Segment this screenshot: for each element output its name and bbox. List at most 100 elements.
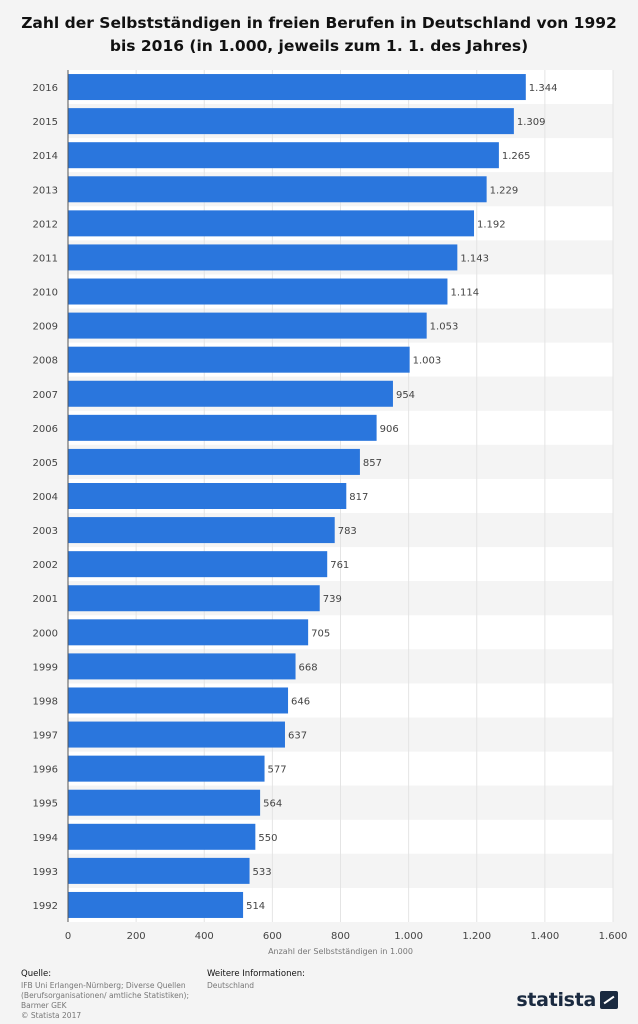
value-label: 1.344 [529,83,558,94]
bar [68,448,360,475]
category-label: 2000 [33,628,58,639]
value-label: 637 [288,731,307,742]
category-label: 1992 [33,901,58,912]
value-labels: 1.344 1.309 1.265 1.229 1.192 1.143 1.114 1.053… [246,83,557,912]
brand-name: statista [516,989,596,1011]
value-label: 1.265 [502,151,531,162]
bar [68,687,289,714]
x-tick-label: 400 [195,931,214,942]
value-label: 817 [349,492,368,503]
x-tick-label: 600 [263,931,282,942]
x-axis-title: Anzahl der Selbstständigen in 1.000 [268,947,413,956]
value-label: 857 [363,458,382,469]
value-label: 1.309 [517,117,546,128]
value-label: 533 [253,867,272,878]
category-labels: 2016 2015 2014 2013 2012 2011 2010 2009 2008 2007… [33,83,58,912]
value-label: 1.114 [450,288,479,299]
bar [68,483,347,509]
category-label: 2009 [33,322,58,333]
category-label: 1996 [33,765,58,776]
x-axis-ticks: 0 200 400 600 800 1.000 1.200 1.400 1.600 [65,931,628,942]
value-label: 564 [263,799,282,810]
value-label: 668 [299,662,318,673]
value-label: 646 [291,696,310,707]
value-label: 783 [338,526,357,537]
category-label: 2014 [33,151,58,162]
bars [68,74,526,918]
info-heading: Weitere Informationen: [207,969,305,979]
value-label: 1.192 [477,219,506,230]
bar [68,789,261,816]
bar [68,823,256,850]
statista-logo-icon [600,991,618,1009]
bar [68,74,526,101]
category-label: 2002 [33,560,58,571]
source-line: (Berufsorganisationen/ amtliche Statisti… [21,991,189,1000]
bar [68,585,320,612]
value-label: 954 [396,390,415,401]
category-label: 2003 [33,526,58,537]
bar [68,551,328,578]
category-label: 2013 [33,185,58,196]
x-tick-label: 1.200 [462,931,491,942]
category-label: 2001 [33,594,58,605]
value-label: 1.229 [490,185,519,196]
bar [68,244,458,271]
bar [68,210,475,237]
category-label: 2016 [33,83,58,94]
category-label: 2005 [33,458,58,469]
value-label: 739 [323,594,342,605]
category-label: 1998 [33,696,58,707]
source-line: Barmer GEK [21,1001,67,1010]
x-tick-label: 1.600 [599,931,628,942]
bar [68,891,244,918]
bar [68,755,265,782]
bar [68,653,296,680]
bar [68,414,377,441]
value-label: 1.143 [460,253,489,264]
bar [68,380,393,407]
x-tick-label: 1.000 [394,931,423,942]
category-label: 1994 [33,833,58,844]
value-label: 1.003 [413,356,442,367]
bar [68,312,427,339]
source-line: IFB Uni Erlangen-Nürnberg; Diverse Quell… [21,981,186,990]
category-label: 2011 [33,253,58,264]
bar [68,619,309,646]
x-tick-label: 800 [331,931,350,942]
category-label: 2007 [33,390,58,401]
bar-chart: 1.344 1.309 1.265 1.229 1.192 1.143 1.114 1.053… [33,70,628,956]
bar [68,517,335,544]
bar [68,857,250,884]
bar [68,721,285,748]
category-label: 1997 [33,731,58,742]
bar [68,176,487,203]
bar [68,346,410,373]
bar [68,142,499,169]
chart-title: Zahl der Selbstständigen in freien Beruf… [21,14,617,55]
info-text: Deutschland [207,981,255,990]
category-label: 2010 [33,288,58,299]
x-tick-label: 1.400 [531,931,560,942]
category-label: 2004 [33,492,58,503]
statista-logo[interactable]: statista [516,988,618,1012]
value-label: 514 [246,901,265,912]
value-label: 761 [330,560,349,571]
category-label: 1993 [33,867,58,878]
category-label: 2015 [33,117,58,128]
value-label: 577 [268,765,287,776]
footer: Quelle: IFB Uni Erlangen-Nürnberg; Diver… [0,960,638,1024]
source-heading: Quelle: [21,969,52,979]
value-label: 906 [380,424,399,435]
value-label: 550 [258,833,277,844]
source-line: © Statista 2017 [21,1011,82,1020]
category-label: 2008 [33,356,58,367]
value-label: 1.053 [430,322,459,333]
x-tick-label: 200 [127,931,146,942]
bar [68,278,448,305]
source-text: IFB Uni Erlangen-Nürnberg; Diverse Quell… [21,981,201,1021]
bar [68,108,514,135]
category-label: 1999 [33,662,58,673]
category-label: 1995 [33,799,58,810]
x-tick-label: 0 [65,931,71,942]
